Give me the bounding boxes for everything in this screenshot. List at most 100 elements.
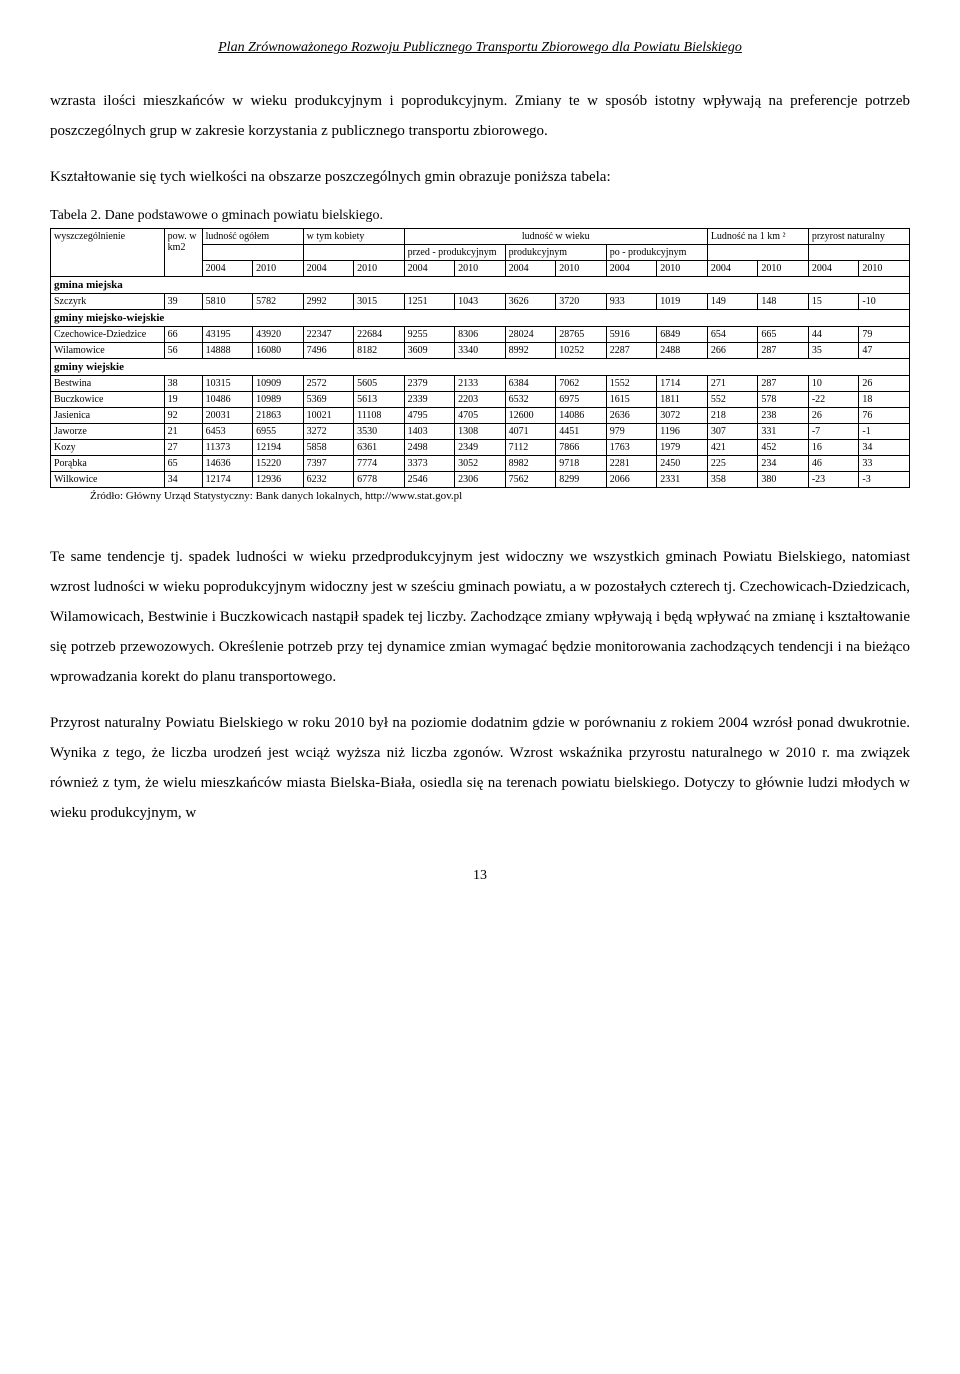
row-value: 10909 <box>253 376 304 392</box>
row-value: 56 <box>164 343 202 359</box>
paragraph-2: Kształtowanie się tych wielkości na obsz… <box>50 162 910 192</box>
row-value: 12174 <box>202 472 253 488</box>
row-value: 19 <box>164 392 202 408</box>
row-value: 149 <box>707 294 758 310</box>
row-value: 46 <box>808 456 859 472</box>
row-value: 1763 <box>606 440 657 456</box>
th-y-5: 2010 <box>455 261 506 277</box>
data-table: wyszczególnienie pow. w km2 ludność ogół… <box>50 228 910 488</box>
row-value: 5782 <box>253 294 304 310</box>
row-value: 4795 <box>404 408 455 424</box>
row-value: 14636 <box>202 456 253 472</box>
row-value: 287 <box>758 376 809 392</box>
th-ludnosc-w-wieku: ludność w wieku <box>404 229 707 245</box>
row-value: 26 <box>859 376 910 392</box>
row-value: 7496 <box>303 343 354 359</box>
th-y-6: 2004 <box>505 261 556 277</box>
row-value: 654 <box>707 327 758 343</box>
table-row: Jaworze216453695532723530140313084071445… <box>51 424 910 440</box>
row-value: 2572 <box>303 376 354 392</box>
document-header: Plan Zrównoważonego Rozwoju Publicznego … <box>50 40 910 56</box>
th-y-2: 2004 <box>303 261 354 277</box>
row-value: 10021 <box>303 408 354 424</box>
row-value: 10989 <box>253 392 304 408</box>
row-value: 1019 <box>657 294 708 310</box>
row-value: 331 <box>758 424 809 440</box>
row-value: 28765 <box>556 327 607 343</box>
row-value: 1714 <box>657 376 708 392</box>
table-row: Czechowice-Dziedzice66431954392022347226… <box>51 327 910 343</box>
row-value: 43195 <box>202 327 253 343</box>
row-value: 43920 <box>253 327 304 343</box>
row-value: 66 <box>164 327 202 343</box>
row-value: 2992 <box>303 294 354 310</box>
row-value: 44 <box>808 327 859 343</box>
th-blank-2 <box>303 245 404 261</box>
row-value: -7 <box>808 424 859 440</box>
paragraph-1: wzrasta ilości mieszkańców w wieku produ… <box>50 86 910 146</box>
row-value: 2450 <box>657 456 708 472</box>
row-value: 3272 <box>303 424 354 440</box>
row-value: 5369 <box>303 392 354 408</box>
row-value: 79 <box>859 327 910 343</box>
th-przed: przed - produkcyjnym <box>404 245 505 261</box>
row-value: 12600 <box>505 408 556 424</box>
row-value: 1196 <box>657 424 708 440</box>
row-value: 2379 <box>404 376 455 392</box>
row-value: 979 <box>606 424 657 440</box>
row-value: 6384 <box>505 376 556 392</box>
th-y-9: 2010 <box>657 261 708 277</box>
table-row: Wilkowice3412174129366232677825462306756… <box>51 472 910 488</box>
th-y-11: 2010 <box>758 261 809 277</box>
table-row: Jasienica9220031218631002111108479547051… <box>51 408 910 424</box>
row-name: Jasienica <box>51 408 165 424</box>
row-value: 358 <box>707 472 758 488</box>
row-value: 28024 <box>505 327 556 343</box>
row-value: -22 <box>808 392 859 408</box>
row-name: Wilkowice <box>51 472 165 488</box>
row-value: 5916 <box>606 327 657 343</box>
row-value: 1308 <box>455 424 506 440</box>
row-name: Wilamowice <box>51 343 165 359</box>
row-value: 7866 <box>556 440 607 456</box>
row-value: 307 <box>707 424 758 440</box>
row-value: 6849 <box>657 327 708 343</box>
row-value: 76 <box>859 408 910 424</box>
row-value: 34 <box>859 440 910 456</box>
row-value: 7562 <box>505 472 556 488</box>
row-value: 4451 <box>556 424 607 440</box>
row-value: 21863 <box>253 408 304 424</box>
table-row: Wilamowice561488816080749681823609334089… <box>51 343 910 359</box>
row-value: 47 <box>859 343 910 359</box>
row-value: 238 <box>758 408 809 424</box>
row-value: 10252 <box>556 343 607 359</box>
row-value: 1043 <box>455 294 506 310</box>
row-value: 3340 <box>455 343 506 359</box>
row-value: 2339 <box>404 392 455 408</box>
row-name: Kozy <box>51 440 165 456</box>
row-value: 552 <box>707 392 758 408</box>
row-value: 15 <box>808 294 859 310</box>
row-value: 225 <box>707 456 758 472</box>
row-value: 665 <box>758 327 809 343</box>
row-value: 11108 <box>354 408 405 424</box>
row-value: 218 <box>707 408 758 424</box>
table-row: Bestwina38103151090925725605237921336384… <box>51 376 910 392</box>
th-y-0: 2004 <box>202 261 253 277</box>
row-value: 8306 <box>455 327 506 343</box>
row-value: -10 <box>859 294 910 310</box>
th-y-10: 2004 <box>707 261 758 277</box>
row-value: 16080 <box>253 343 304 359</box>
th-ludnosc-ogolem: ludność ogółem <box>202 229 303 245</box>
row-value: 287 <box>758 343 809 359</box>
row-value: 4071 <box>505 424 556 440</box>
section-label: gminy miejsko-wiejskie <box>51 310 910 327</box>
row-value: 1251 <box>404 294 455 310</box>
row-value: 26 <box>808 408 859 424</box>
row-value: 21 <box>164 424 202 440</box>
table-row: Buczkowice191048610989536956132339220365… <box>51 392 910 408</box>
row-name: Jaworze <box>51 424 165 440</box>
row-value: 266 <box>707 343 758 359</box>
row-name: Szczyrk <box>51 294 165 310</box>
row-value: 33 <box>859 456 910 472</box>
